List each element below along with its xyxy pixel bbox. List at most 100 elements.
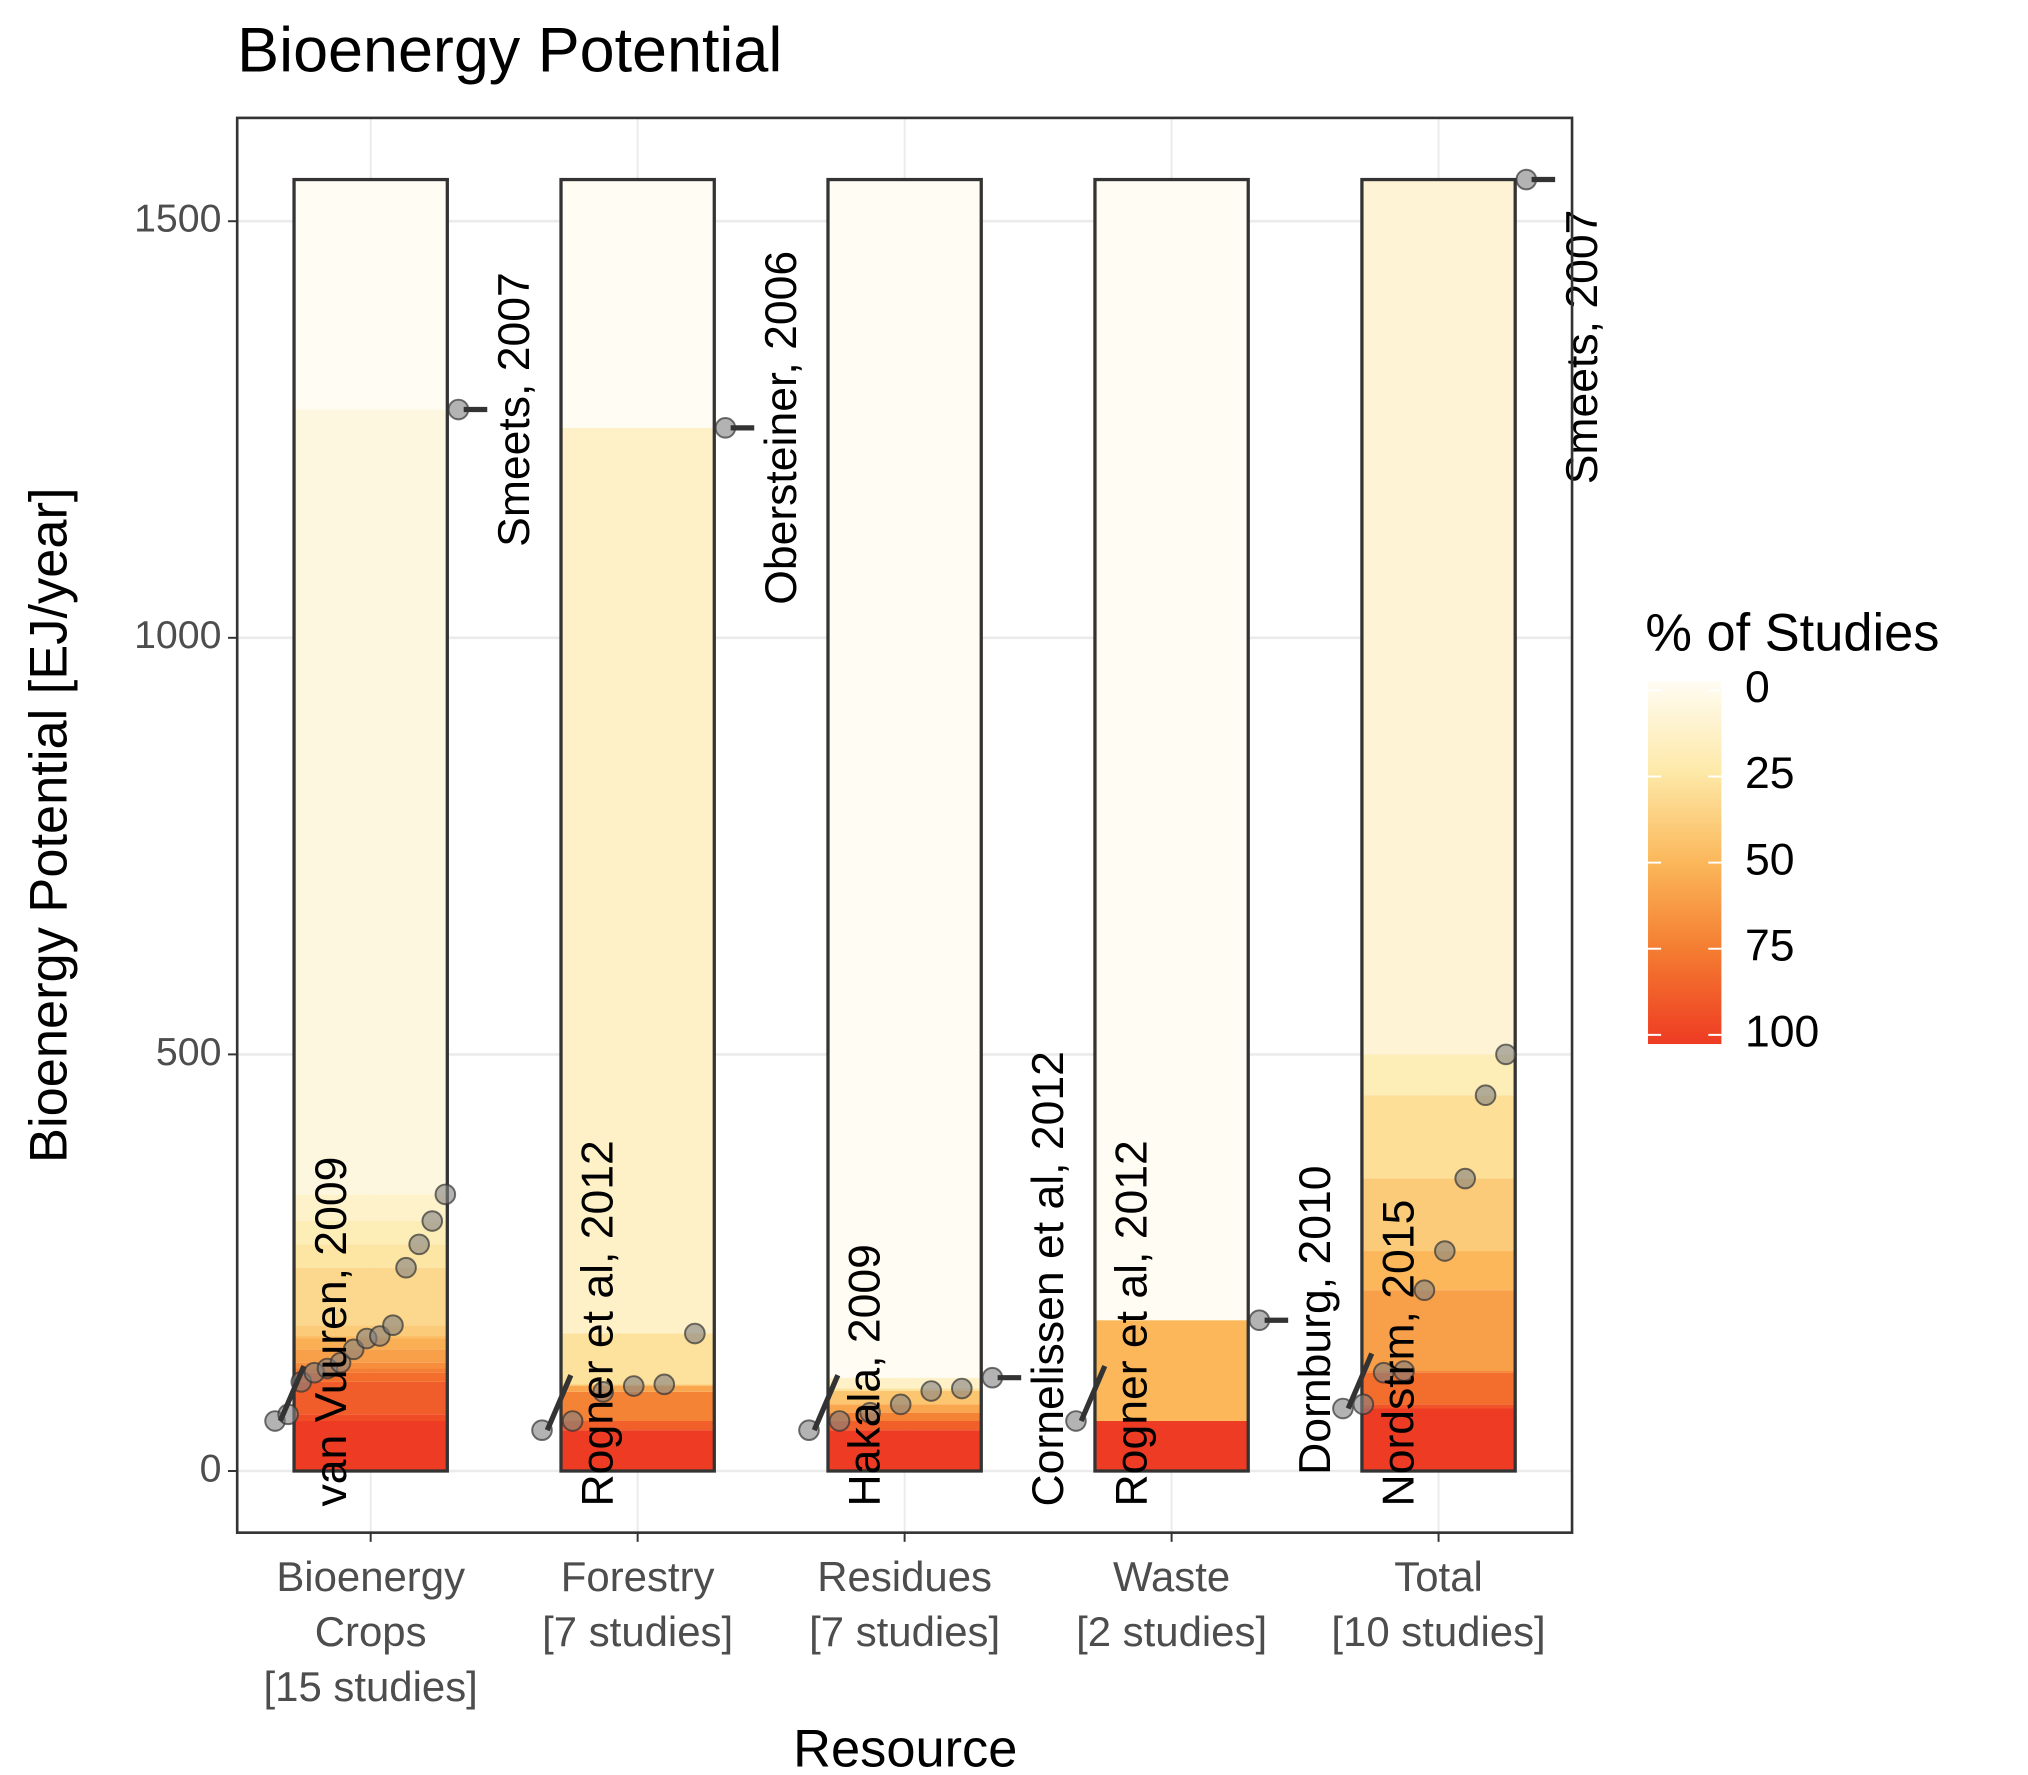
x-tick-label: Forestry	[561, 1553, 715, 1600]
study-point	[408, 1233, 430, 1256]
stripe	[827, 1430, 982, 1472]
y-tick-label: 1000	[134, 613, 221, 657]
legend-title: % of Studies	[1645, 604, 1939, 662]
bar-outline	[1093, 177, 1250, 1473]
x-tick-label: Total	[1394, 1553, 1483, 1600]
study-point	[1393, 1360, 1415, 1382]
stripe	[294, 1194, 448, 1222]
label-connector	[277, 1364, 307, 1423]
study-label: Rogner et al, 2012	[1108, 1140, 1157, 1506]
x-tick-label: [2 studies]	[1076, 1608, 1267, 1655]
study-point	[920, 1380, 943, 1402]
study-point	[382, 1314, 404, 1336]
stripe	[294, 1221, 448, 1245]
study-label: Hakala, 2009	[841, 1244, 890, 1506]
panel-border	[235, 116, 1574, 1534]
stripe	[294, 1362, 448, 1369]
stripe	[827, 1412, 982, 1422]
stripe	[827, 179, 982, 1378]
x-tick-label: [7 studies]	[809, 1608, 1000, 1655]
x-tick-label: Bioenergy	[276, 1553, 465, 1600]
study-point	[859, 1401, 881, 1424]
study-point	[1474, 1084, 1497, 1107]
study-point	[1434, 1240, 1456, 1262]
label-connector	[1345, 1352, 1375, 1410]
study-point	[434, 1183, 457, 1206]
stripe	[1361, 1095, 1516, 1179]
stripe	[294, 179, 448, 410]
study-label: Smeets, 2007	[490, 272, 539, 547]
stripe	[1361, 1404, 1516, 1409]
stripe	[294, 1421, 448, 1472]
y-axis-title: Bioenergy Potential [EJ/year]	[20, 488, 78, 1163]
legend-tick-label: 25	[1745, 749, 1795, 798]
study-label: van Vuuren, 2009	[307, 1157, 356, 1507]
stripe	[1094, 179, 1249, 1321]
study-point	[622, 1375, 645, 1397]
y-tick-label: 0	[200, 1446, 222, 1490]
bar-outline	[559, 177, 716, 1473]
study-label: Rogner et al, 2012	[574, 1140, 623, 1506]
study-label: Smeets, 2007	[1558, 210, 1607, 485]
stripe	[561, 1391, 715, 1422]
stripe	[1094, 1421, 1249, 1472]
study-label: Nordstrm, 2015	[1375, 1200, 1424, 1507]
bar-outline	[826, 177, 983, 1473]
chart-title: Bioenergy Potential	[237, 16, 782, 86]
study-point	[653, 1373, 676, 1396]
stripe	[294, 1414, 448, 1422]
label-connector	[811, 1374, 841, 1432]
x-tick-label: [15 studies]	[264, 1663, 478, 1710]
stripe	[561, 179, 715, 428]
stripe	[294, 1381, 448, 1415]
stripe	[827, 1388, 982, 1392]
study-point	[951, 1377, 973, 1400]
x-axis-title: Resource	[793, 1721, 1017, 1775]
bar-outline	[292, 177, 449, 1473]
legend-tick-label: 100	[1745, 1008, 1819, 1057]
label-connector	[544, 1374, 574, 1432]
stripe	[561, 1430, 715, 1472]
y-tick-label: 1500	[134, 197, 221, 241]
x-tick-label: Waste	[1113, 1553, 1230, 1600]
stripe	[1361, 179, 1516, 1055]
stripe	[561, 427, 715, 1334]
x-tick-label: [10 studies]	[1331, 1608, 1545, 1655]
stripe	[294, 1368, 448, 1373]
study-point	[1454, 1167, 1477, 1190]
stripe	[294, 409, 448, 1195]
stripe	[294, 1372, 448, 1382]
stripe	[1094, 1320, 1249, 1422]
study-label: Dornburg, 2010	[1291, 1166, 1340, 1475]
study-point	[592, 1381, 614, 1403]
stripe	[827, 1421, 982, 1431]
study-point	[561, 1410, 584, 1432]
study-point	[828, 1410, 851, 1432]
study-point	[1495, 1043, 1517, 1066]
bar-outline	[1360, 177, 1517, 1473]
stripe	[1361, 1408, 1516, 1472]
study-point	[1352, 1393, 1375, 1416]
study-label: Cornelissen et al, 2012	[1024, 1051, 1073, 1506]
stripe	[294, 1267, 448, 1326]
stripe	[1361, 1178, 1516, 1252]
legend-tick-label: 0	[1745, 663, 1770, 712]
x-tick-label: Crops	[315, 1608, 427, 1655]
study-point	[329, 1351, 352, 1374]
study-point	[684, 1322, 706, 1345]
stripe	[561, 1421, 715, 1431]
study-point	[395, 1256, 417, 1279]
x-tick-label: Residues	[817, 1553, 992, 1600]
study-point	[421, 1210, 444, 1232]
study-point	[889, 1393, 912, 1416]
legend-tick-label: 50	[1745, 835, 1795, 884]
stripe	[1361, 1290, 1516, 1372]
x-tick-label: [7 studies]	[542, 1608, 733, 1655]
study-point	[1413, 1279, 1436, 1302]
study-label: Obersteiner, 2006	[757, 251, 806, 605]
stripe	[1361, 1371, 1516, 1373]
legend-tick-label: 75	[1745, 922, 1795, 971]
stripe	[827, 1377, 982, 1389]
